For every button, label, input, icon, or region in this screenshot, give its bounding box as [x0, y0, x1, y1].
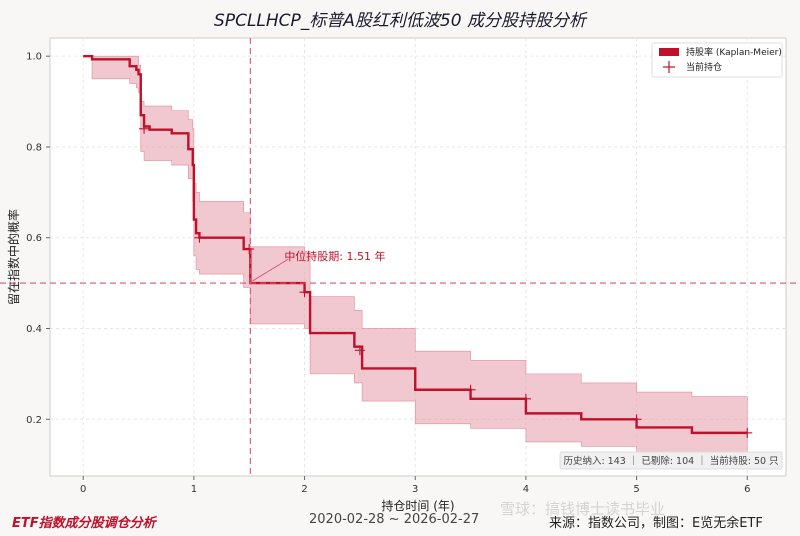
- x-tick-label-5: 5: [633, 484, 639, 495]
- legend-swatch-km: [659, 48, 679, 56]
- x-tick-label-2: 2: [301, 484, 307, 495]
- median-arrow: [252, 258, 289, 282]
- x-tick-label-0: 0: [80, 484, 86, 495]
- x-tick-label-6: 6: [744, 484, 750, 495]
- stats-box: [559, 451, 783, 470]
- x-tick-label-3: 3: [412, 484, 418, 495]
- median-label: 中位持股期: 1.51 年: [284, 249, 385, 263]
- watermark: 雪球：搞钱博士读书毕业: [500, 500, 666, 518]
- censored-mark-6: [520, 393, 531, 404]
- y-tick-label-0: 0.2: [26, 415, 42, 426]
- y-tick-label-2: 0.6: [26, 233, 42, 244]
- censored-mark-8: [742, 427, 753, 438]
- y-axis-label: 留在指数中的概率: [6, 209, 21, 305]
- legend-label-km: 持股率 (Kaplan-Meier): [686, 46, 782, 58]
- x-tick-label-4: 4: [523, 484, 529, 495]
- censored-mark-3: [299, 287, 310, 298]
- footer-date-range: 2020-02-28 ~ 2026-02-27: [309, 512, 480, 527]
- censored-mark-5: [465, 384, 476, 395]
- x-axis-label: 持仓时间 (年): [381, 498, 454, 513]
- legend-label-censored: 当前持仓: [686, 61, 722, 73]
- legend-box: [651, 42, 783, 78]
- censored-mark-0: [139, 123, 150, 134]
- y-tick-label-3: 0.8: [26, 142, 42, 153]
- footer-brand: ETF指数成分股调仓分析: [12, 516, 156, 531]
- stats-text: 历史纳入: 143 ｜ 已剔除: 104 ｜ 当前持股: 50 只: [563, 455, 778, 467]
- x-tick-label-1: 1: [191, 484, 197, 495]
- censored-mark-1: [194, 232, 205, 243]
- chart-title: SPCLLHCP_标普A股红利低波50 成分股持股分析: [214, 11, 586, 31]
- censored-mark-4: [354, 345, 365, 356]
- y-tick-label-1: 0.4: [26, 324, 42, 335]
- footer-source: 来源：指数公司，制图：E览无余ETF: [549, 516, 763, 531]
- censored-mark-7: [631, 414, 642, 425]
- y-tick-label-4: 1.0: [26, 52, 42, 63]
- censored-mark-2: [244, 244, 255, 255]
